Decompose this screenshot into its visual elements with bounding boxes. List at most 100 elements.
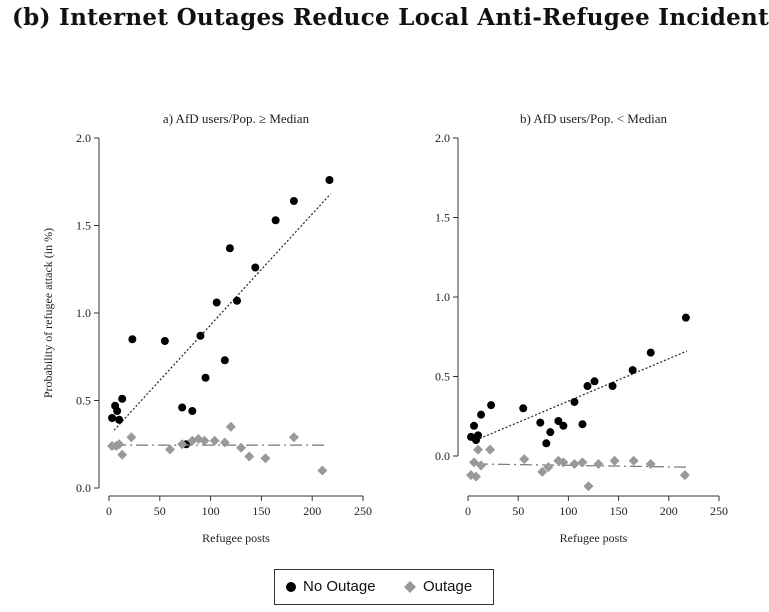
data-point-outage	[164, 444, 175, 455]
data-point-outage	[609, 455, 620, 466]
y-tick-label: 0.5	[435, 370, 450, 384]
data-point-no-outage	[578, 420, 587, 429]
series-outage	[107, 421, 328, 476]
x-tick-label: 50	[154, 504, 166, 518]
panel-title: a) AfD users/Pop. ≥ Median	[163, 111, 310, 126]
data-point-outage	[537, 466, 548, 477]
series-no-outage	[467, 313, 690, 448]
data-point-outage	[469, 457, 480, 468]
data-point-no-outage	[118, 394, 127, 403]
series-outage	[466, 444, 690, 492]
data-point-outage	[476, 460, 487, 471]
data-point-outage	[225, 421, 236, 432]
data-point-no-outage	[542, 439, 551, 448]
data-point-outage	[473, 444, 484, 455]
data-point-no-outage	[178, 403, 187, 412]
x-tick-label: 150	[252, 504, 270, 518]
data-point-no-outage	[608, 382, 617, 391]
data-point-no-outage	[583, 382, 592, 391]
fit-line	[113, 193, 331, 431]
data-point-no-outage	[212, 298, 221, 307]
data-point-no-outage	[628, 366, 637, 375]
x-tick-label: 200	[303, 504, 321, 518]
data-point-no-outage	[113, 407, 122, 415]
legend-item-outage: Outage	[403, 578, 472, 595]
x-tick-label: 100	[559, 504, 577, 518]
x-axis-label: Refugee posts	[560, 531, 628, 545]
data-point-no-outage	[271, 216, 280, 225]
x-tick-label: 50	[512, 504, 524, 518]
data-point-no-outage	[477, 410, 486, 419]
data-point-outage	[244, 451, 255, 462]
y-tick-label: 2.0	[435, 131, 450, 145]
data-point-outage	[558, 457, 569, 468]
data-point-no-outage	[470, 421, 479, 430]
data-point-outage	[209, 435, 220, 446]
data-point-no-outage	[108, 414, 117, 422]
data-point-no-outage	[225, 244, 234, 253]
panel-title: b) AfD users/Pop. < Median	[520, 111, 668, 126]
data-point-no-outage	[646, 348, 655, 357]
y-tick-label: 1.0	[435, 290, 450, 304]
data-point-outage	[628, 455, 639, 466]
y-tick-label: 0.0	[435, 449, 450, 463]
data-point-outage	[679, 470, 690, 481]
data-point-no-outage	[519, 404, 528, 413]
series-no-outage	[108, 176, 334, 449]
data-point-no-outage	[128, 335, 137, 344]
data-point-no-outage	[559, 421, 568, 430]
data-point-outage	[114, 439, 125, 450]
y-tick-label: 0.5	[76, 394, 91, 408]
chart-panel-2: b) AfD users/Pop. < Median 0.0 0.5 1.0 1.5 2.…	[435, 111, 728, 545]
data-point-outage	[543, 462, 554, 473]
data-point-outage	[471, 471, 482, 482]
legend-label-outage: Outage	[423, 578, 473, 595]
legend-label-no-outage: No Outage	[303, 578, 376, 595]
x-tick-label: 150	[610, 504, 628, 518]
diamond-marker-icon	[404, 581, 416, 594]
data-point-outage	[126, 432, 137, 443]
data-point-no-outage	[289, 197, 298, 205]
data-point-no-outage	[188, 407, 197, 415]
legend: No Outage Outage	[274, 569, 494, 605]
data-point-no-outage	[325, 176, 334, 184]
x-tick-label: 0	[465, 504, 471, 518]
x-tick-label: 0	[106, 504, 112, 518]
data-point-no-outage	[590, 377, 599, 386]
data-point-no-outage	[546, 428, 555, 437]
x-tick-label: 250	[710, 504, 728, 518]
data-point-no-outage	[115, 415, 124, 424]
data-point-outage	[317, 465, 328, 476]
y-tick-label: 1.5	[76, 219, 91, 233]
x-tick-label: 200	[660, 504, 678, 518]
x-tick-label: 250	[354, 504, 372, 518]
figure-title: (b) Internet Outages Reduce Local Anti-R…	[12, 4, 769, 31]
y-tick-label: 1.0	[76, 306, 91, 320]
data-point-no-outage	[233, 296, 242, 305]
data-point-no-outage	[487, 401, 496, 410]
data-point-outage	[219, 437, 230, 448]
data-point-no-outage	[201, 373, 210, 382]
data-point-outage	[485, 444, 496, 455]
data-point-outage	[236, 442, 247, 453]
chart-panel-1: a) AfD users/Pop. ≥ Median 0.0 0.5 1.0 1.5 2.…	[41, 111, 372, 545]
data-point-no-outage	[220, 356, 229, 365]
data-point-no-outage	[474, 431, 483, 440]
data-point-no-outage	[681, 313, 690, 322]
data-point-outage	[577, 457, 588, 468]
legend-item-no-outage: No Outage	[285, 578, 376, 595]
x-axis-label: Refugee posts	[202, 531, 270, 545]
y-tick-label: 0.0	[76, 481, 91, 495]
circle-marker-icon	[286, 582, 296, 593]
data-point-outage	[288, 432, 299, 443]
data-point-outage	[117, 449, 128, 460]
data-point-no-outage	[536, 418, 545, 427]
data-point-outage	[569, 458, 580, 469]
data-point-outage	[519, 454, 530, 465]
data-point-outage	[645, 458, 656, 469]
data-point-no-outage	[160, 337, 169, 345]
data-point-no-outage	[554, 417, 563, 426]
data-point-no-outage	[251, 263, 260, 272]
data-point-outage	[177, 439, 188, 450]
